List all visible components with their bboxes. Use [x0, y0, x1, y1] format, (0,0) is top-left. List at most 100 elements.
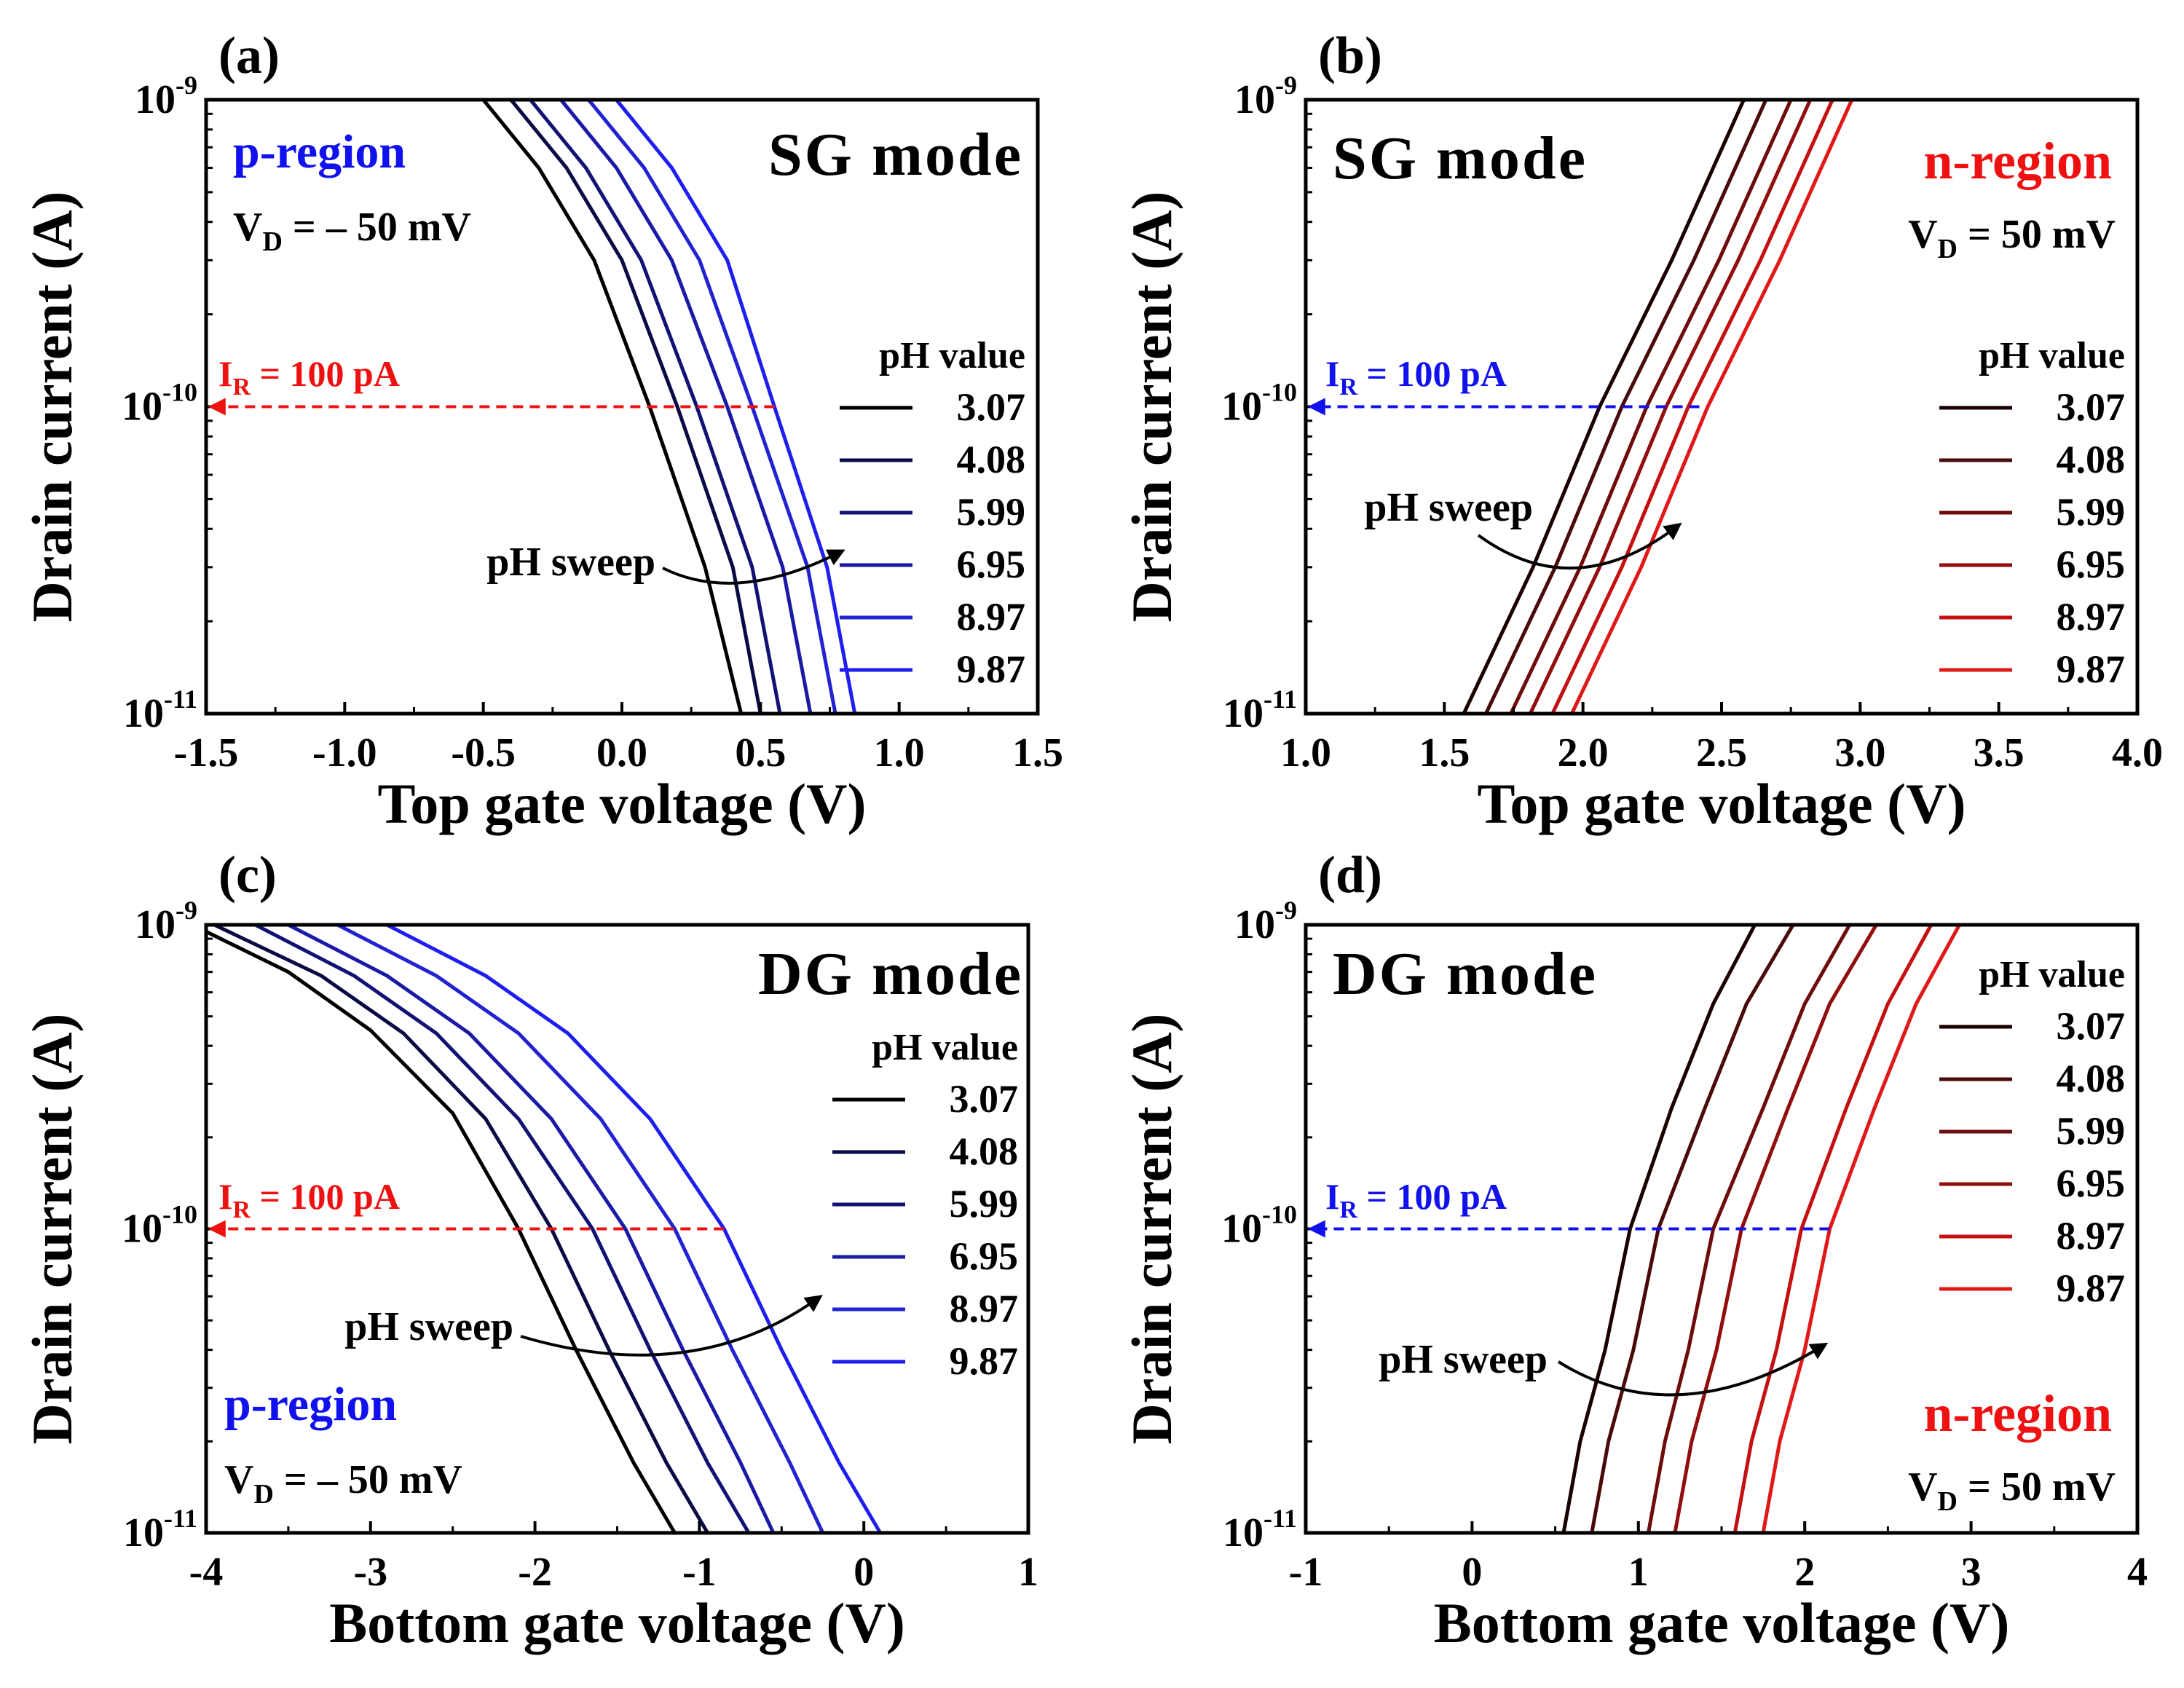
x-tick-label: 4.0	[2112, 730, 2163, 776]
ph-sweep-label: pH sweep	[486, 540, 655, 585]
x-tick-label: 2	[1794, 1550, 1815, 1595]
legend-entry-label: 8.97	[950, 1287, 1019, 1330]
x-tick-label: -4	[189, 1550, 224, 1595]
series-line-ph-3.07	[1462, 100, 1746, 714]
x-tick-label: 1.0	[874, 730, 925, 776]
drain-voltage-label: VD = 50 mV	[1908, 212, 2116, 264]
y-axis-label: Drain current (A)	[1120, 191, 1183, 622]
legend-entry-label: 4.08	[957, 438, 1026, 481]
legend-entry-label: 3.07	[2057, 1004, 2126, 1048]
legend-entry-label: 5.99	[957, 490, 1026, 534]
x-tick-label: -3	[353, 1550, 387, 1595]
legend-title: pH value	[1979, 335, 2125, 376]
panel-a: -1.5 -1.0 -0.5 0.0 0.5 1.0 1.5 10-11 10-10 10-9 To…	[20, 26, 1063, 835]
mode-label: DG mode	[758, 940, 1023, 1008]
x-axis-label: Bottom gate voltage (V)	[1434, 1591, 2010, 1655]
mode-label: SG mode	[768, 121, 1023, 189]
x-tick-label: -2	[518, 1550, 552, 1595]
series-line-ph-6.95	[1529, 100, 1813, 714]
y-tick-label: 10-10	[122, 378, 197, 430]
x-tick-label: 0	[1462, 1550, 1482, 1595]
x-tick-label: 1	[1628, 1550, 1649, 1595]
series-line-ph-9.87	[1570, 100, 1854, 714]
y-axis-label: Drain current (A)	[20, 191, 84, 622]
series-line-ph-5.99	[254, 925, 751, 1533]
legend-entry-label: 4.08	[2057, 1057, 2126, 1100]
panel-label: (a)	[218, 26, 280, 84]
x-tick-label: 2.0	[1558, 730, 1609, 776]
panel-d: -1 0 1 2 3 4 10-11 10-10 10-9 Bottom gate voltage…	[1120, 845, 2148, 1655]
legend-entry-label: 6.95	[2057, 1162, 2126, 1205]
series-line-ph-3.07	[206, 930, 677, 1533]
y-tick-label: 10-9	[1234, 896, 1297, 947]
x-tick-label: 1.5	[1419, 730, 1470, 776]
x-axis-label: Top gate voltage (V)	[1478, 772, 1966, 835]
legend-title: pH value	[1979, 954, 2125, 995]
legend-entry-label: 9.87	[2057, 1266, 2126, 1310]
x-tick-label: 1.0	[1280, 730, 1331, 776]
y-tick-label: 10-11	[123, 685, 197, 736]
y-tick-label: 10-10	[1221, 378, 1297, 430]
series-line-ph-4.08	[1484, 100, 1768, 714]
ph-sweep-arrow	[1477, 522, 1682, 569]
series-line-ph-8.97	[587, 100, 837, 714]
legend-entry-label: 8.97	[2057, 1214, 2126, 1258]
panel-label: (c)	[218, 845, 277, 904]
region-label: p-region	[233, 125, 406, 178]
reference-current-label: IR = 100 pA	[218, 1176, 400, 1223]
legend-entry-label: 6.95	[2057, 543, 2126, 586]
series-line-ph-6.95	[287, 925, 776, 1533]
x-tick-label: 1	[1018, 1550, 1038, 1595]
legend-entry-label: 3.07	[2057, 385, 2126, 429]
x-tick-label: 3	[1961, 1550, 1982, 1595]
drain-voltage-label: VD = – 50 mV	[233, 205, 471, 257]
y-tick-label: 10-9	[135, 71, 197, 122]
x-tick-label: -1	[1289, 1550, 1323, 1595]
region-label: p-region	[224, 1378, 397, 1431]
y-tick-label: 10-11	[1223, 685, 1297, 736]
legend-entry-label: 4.08	[950, 1129, 1019, 1173]
region-label: n-region	[1923, 132, 2112, 190]
y-axis-label: Drain current (A)	[20, 1013, 84, 1444]
ph-sweep-label: pH sweep	[344, 1304, 513, 1349]
legend-entry-label: 3.07	[957, 385, 1026, 429]
legend-entry-label: 5.99	[950, 1182, 1019, 1226]
y-tick-label: 10-9	[1234, 71, 1297, 122]
ph-sweep-label: pH sweep	[1364, 485, 1533, 530]
legend-entry-label: 5.99	[2057, 1109, 2126, 1153]
x-tick-label: -1.0	[312, 730, 377, 776]
ph-sweep-arrow	[1557, 1342, 1829, 1397]
x-tick-label: 0	[854, 1550, 874, 1595]
x-tick-label: -1	[682, 1550, 717, 1595]
x-tick-label: 1.5	[1012, 730, 1063, 776]
panel-c: -4 -3 -2 -1 0 1 10-11 10-10 10-9 Bottom gate volt…	[20, 845, 1038, 1655]
reference-current-label: IR = 100 pA	[218, 353, 400, 401]
legend-entry-label: 8.97	[957, 595, 1026, 639]
ph-sweep-arrow	[520, 1295, 823, 1357]
legend-entry-label: 4.08	[2057, 438, 2126, 481]
ph-sweep-arrow	[662, 549, 845, 585]
panel-label: (b)	[1318, 26, 1382, 84]
legend-entry-label: 9.87	[957, 647, 1026, 691]
legend-entry-label: 3.07	[950, 1077, 1019, 1121]
series-line-ph-5.99	[529, 100, 782, 714]
reference-current-label: IR = 100 pA	[1325, 1176, 1507, 1223]
legend-title: pH value	[879, 335, 1025, 376]
x-tick-label: 3.0	[1834, 730, 1885, 776]
drain-voltage-label: VD = 50 mV	[1908, 1464, 2116, 1517]
series-line-ph-6.95	[559, 100, 813, 714]
x-tick-label: 0.5	[735, 730, 786, 776]
y-tick-label: 10-11	[1223, 1504, 1297, 1555]
x-tick-label: 4	[2127, 1550, 2148, 1595]
y-tick-label: 10-10	[1221, 1200, 1297, 1252]
mode-label: DG mode	[1333, 940, 1598, 1008]
series-line-ph-8.97	[1550, 100, 1834, 714]
x-tick-label: -1.5	[174, 730, 239, 776]
drain-voltage-label: VD = – 50 mV	[224, 1457, 462, 1510]
region-label: n-region	[1923, 1384, 2112, 1443]
panel-label: (d)	[1318, 845, 1382, 904]
series-line-ph-8.97	[1732, 925, 1933, 1533]
legend-entry-label: 9.87	[950, 1339, 1019, 1383]
legend-entry-label: 6.95	[957, 543, 1026, 586]
